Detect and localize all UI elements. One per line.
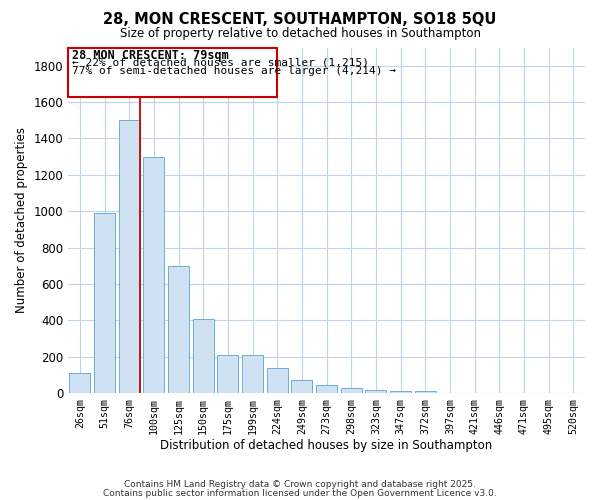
Bar <box>217 355 238 393</box>
Y-axis label: Number of detached properties: Number of detached properties <box>15 128 28 314</box>
Bar <box>415 392 436 393</box>
X-axis label: Distribution of detached houses by size in Southampton: Distribution of detached houses by size … <box>160 440 493 452</box>
Bar <box>242 355 263 393</box>
Bar <box>365 390 386 393</box>
Text: 28, MON CRESCENT, SOUTHAMPTON, SO18 5QU: 28, MON CRESCENT, SOUTHAMPTON, SO18 5QU <box>103 12 497 28</box>
Bar <box>267 368 288 393</box>
Bar <box>390 392 411 393</box>
Bar <box>316 385 337 393</box>
Text: Size of property relative to detached houses in Southampton: Size of property relative to detached ho… <box>119 28 481 40</box>
Bar <box>292 380 313 393</box>
Text: Contains public sector information licensed under the Open Government Licence v3: Contains public sector information licen… <box>103 488 497 498</box>
Text: 28 MON CRESCENT: 79sqm: 28 MON CRESCENT: 79sqm <box>72 50 229 62</box>
Bar <box>143 156 164 393</box>
Bar <box>119 120 140 393</box>
Text: ← 22% of detached houses are smaller (1,215): ← 22% of detached houses are smaller (1,… <box>72 58 369 68</box>
FancyBboxPatch shape <box>68 48 277 96</box>
Bar <box>341 388 362 393</box>
Text: Contains HM Land Registry data © Crown copyright and database right 2025.: Contains HM Land Registry data © Crown c… <box>124 480 476 489</box>
Bar <box>94 213 115 393</box>
Bar <box>70 373 91 393</box>
Bar <box>193 318 214 393</box>
Text: 77% of semi-detached houses are larger (4,214) →: 77% of semi-detached houses are larger (… <box>72 66 396 76</box>
Bar <box>168 266 189 393</box>
